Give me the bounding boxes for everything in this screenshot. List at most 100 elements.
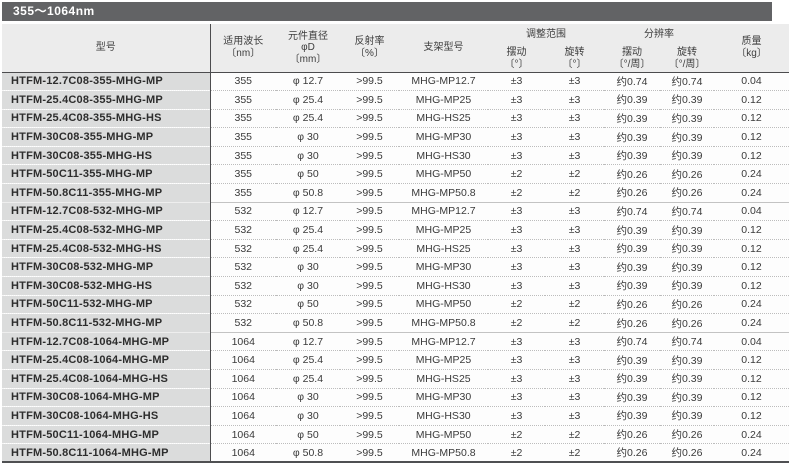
reflectivity-cell: >99.5 <box>340 387 399 407</box>
swing-resolution-cell: 约0.26 <box>604 294 660 314</box>
col-header-rotate-range: 旋转 〔°〕 <box>545 46 604 72</box>
model-cell: HTFM-50C11-1064-MHG-MP <box>2 424 211 444</box>
section-title-bar: 355〜1064nm <box>2 2 772 21</box>
rotate-resolution-cell: 约0.39 <box>660 108 714 128</box>
table-row: HTFM-25.4C08-532-MHG-HS 532 φ 25.4 >99.5 MHG… <box>2 238 789 258</box>
swing-range-cell: ±3 <box>488 90 545 110</box>
swing-range-cell: ±3 <box>488 331 545 351</box>
diameter-cell: φ 50 <box>276 164 340 184</box>
rotate-resolution-cell: 约0.26 <box>660 294 714 314</box>
table-row: HTFM-30C08-1064-MHG-MP 1064 φ 30 >99.5 MHG-M… <box>2 387 789 407</box>
diameter-cell: φ 25.4 <box>276 108 340 128</box>
table-row: HTFM-50C11-532-MHG-MP 532 φ 50 >99.5 MHG-MP5… <box>2 294 789 314</box>
diameter-cell: φ 50 <box>276 294 340 314</box>
table-row: HTFM-30C08-532-MHG-MP 532 φ 30 >99.5 MHG-MP3… <box>2 257 789 277</box>
model-cell: HTFM-12.7C08-1064-MHG-MP <box>2 331 211 351</box>
model-cell: HTFM-50C11-355-MHG-MP <box>2 164 211 184</box>
swing-range-cell: ±3 <box>488 276 545 296</box>
table-row: HTFM-50C11-355-MHG-MP 355 φ 50 >99.5 MHG-MP5… <box>2 164 789 184</box>
weight-cell: 0.24 <box>714 183 789 203</box>
model-cell: HTFM-30C08-1064-MHG-MP <box>2 387 211 407</box>
swing-range-cell: ±3 <box>488 369 545 389</box>
weight-cell: 0.24 <box>714 164 789 184</box>
rotate-range-cell: ±2 <box>545 294 604 314</box>
diameter-cell: φ 25.4 <box>276 220 340 240</box>
swing-resolution-cell: 约0.39 <box>604 350 660 370</box>
rotate-range-cell: ±3 <box>545 108 604 128</box>
model-cell: HTFM-12.7C08-532-MHG-MP <box>2 201 211 221</box>
reflectivity-cell: >99.5 <box>340 424 399 444</box>
swing-resolution-cell: 约0.26 <box>604 183 660 203</box>
model-cell: HTFM-25.4C08-532-MHG-MP <box>2 220 211 240</box>
mount-cell: MHG-MP50 <box>399 164 488 184</box>
swing-resolution-cell: 约0.26 <box>604 313 660 333</box>
swing-resolution-cell: 约0.39 <box>604 238 660 258</box>
reflectivity-cell: >99.5 <box>340 331 399 351</box>
swing-resolution-cell: 约0.39 <box>604 387 660 407</box>
model-cell: HTFM-50.8C11-532-MHG-MP <box>2 313 211 333</box>
swing-resolution-cell: 约0.39 <box>604 220 660 240</box>
model-cell: HTFM-50C11-532-MHG-MP <box>2 294 211 314</box>
rotate-range-cell: ±3 <box>545 331 604 351</box>
wavelength-cell: 355 <box>210 183 276 203</box>
swing-resolution-cell: 约0.74 <box>604 331 660 351</box>
swing-resolution-cell: 约0.74 <box>604 201 660 221</box>
wavelength-cell: 532 <box>210 313 276 333</box>
swing-resolution-cell: 约0.39 <box>604 108 660 128</box>
weight-cell: 0.12 <box>714 387 789 407</box>
wavelength-cell: 532 <box>210 294 276 314</box>
col-header-wavelength: 适用波长 〔nm〕 <box>210 24 276 72</box>
reflectivity-cell: >99.5 <box>340 72 399 91</box>
wavelength-cell: 532 <box>210 257 276 277</box>
rotate-range-cell: ±3 <box>545 350 604 370</box>
weight-cell: 0.12 <box>714 108 789 128</box>
table-row: HTFM-30C08-355-MHG-HS 355 φ 30 >99.5 MHG-HS3… <box>2 145 789 165</box>
diameter-cell: φ 50.8 <box>276 313 340 333</box>
rotate-resolution-cell: 约0.39 <box>660 257 714 277</box>
rotate-resolution-cell: 约0.39 <box>660 406 714 426</box>
col-group-resolution: 分辨率 <box>604 24 714 46</box>
mount-cell: MHG-MP30 <box>399 257 488 277</box>
reflectivity-cell: >99.5 <box>340 201 399 221</box>
weight-cell: 0.04 <box>714 72 789 91</box>
swing-range-cell: ±3 <box>488 238 545 258</box>
header-sub-row: 摆动 〔°〕 旋转 〔°〕 摆动 〔°/周〕 旋转 〔°/周〕 <box>2 46 789 72</box>
table-row: HTFM-30C08-1064-MHG-HS 1064 φ 30 >99.5 MHG-H… <box>2 406 789 426</box>
rotate-range-cell: ±2 <box>545 443 604 463</box>
reflectivity-cell: >99.5 <box>340 257 399 277</box>
mount-cell: MHG-HS30 <box>399 406 488 426</box>
wavelength-cell: 355 <box>210 127 276 147</box>
mount-cell: MHG-MP50.8 <box>399 183 488 203</box>
diameter-cell: φ 30 <box>276 145 340 165</box>
table-row: HTFM-25.4C08-355-MHG-HS 355 φ 25.4 >99.5 MHG… <box>2 108 789 128</box>
table-row: HTFM-12.7C08-355-MHG-MP 355 φ 12.7 >99.5 MHG… <box>2 72 789 91</box>
swing-resolution-cell: 约0.39 <box>604 276 660 296</box>
swing-range-cell: ±3 <box>488 201 545 221</box>
rotate-range-cell: ±3 <box>545 369 604 389</box>
col-header-swing-range: 摆动 〔°〕 <box>488 46 545 72</box>
diameter-cell: φ 12.7 <box>276 201 340 221</box>
swing-resolution-cell: 约0.39 <box>604 127 660 147</box>
table-row: HTFM-12.7C08-532-MHG-MP 532 φ 12.7 >99.5 MHG… <box>2 201 789 221</box>
weight-cell: 0.12 <box>714 238 789 258</box>
diameter-cell: φ 30 <box>276 406 340 426</box>
weight-cell: 0.12 <box>714 350 789 370</box>
col-group-adjust-range: 调整范围 <box>488 24 604 46</box>
swing-range-cell: ±3 <box>488 72 545 91</box>
weight-cell: 0.24 <box>714 294 789 314</box>
diameter-cell: φ 50 <box>276 424 340 444</box>
mount-cell: MHG-MP50 <box>399 294 488 314</box>
swing-resolution-cell: 约0.26 <box>604 424 660 444</box>
col-header-model: 型号 <box>2 24 211 72</box>
diameter-cell: φ 30 <box>276 276 340 296</box>
rotate-range-cell: ±2 <box>545 164 604 184</box>
swing-resolution-cell: 约0.39 <box>604 145 660 165</box>
model-cell: HTFM-50.8C11-355-MHG-MP <box>2 183 211 203</box>
model-cell: HTFM-30C08-355-MHG-HS <box>2 145 211 165</box>
mount-cell: MHG-MP30 <box>399 387 488 407</box>
table-row: HTFM-12.7C08-1064-MHG-MP 1064 φ 12.7 >99.5 M… <box>2 331 789 351</box>
rotate-range-cell: ±3 <box>545 145 604 165</box>
reflectivity-cell: >99.5 <box>340 369 399 389</box>
swing-range-cell: ±3 <box>488 350 545 370</box>
rotate-resolution-cell: 约0.74 <box>660 201 714 221</box>
